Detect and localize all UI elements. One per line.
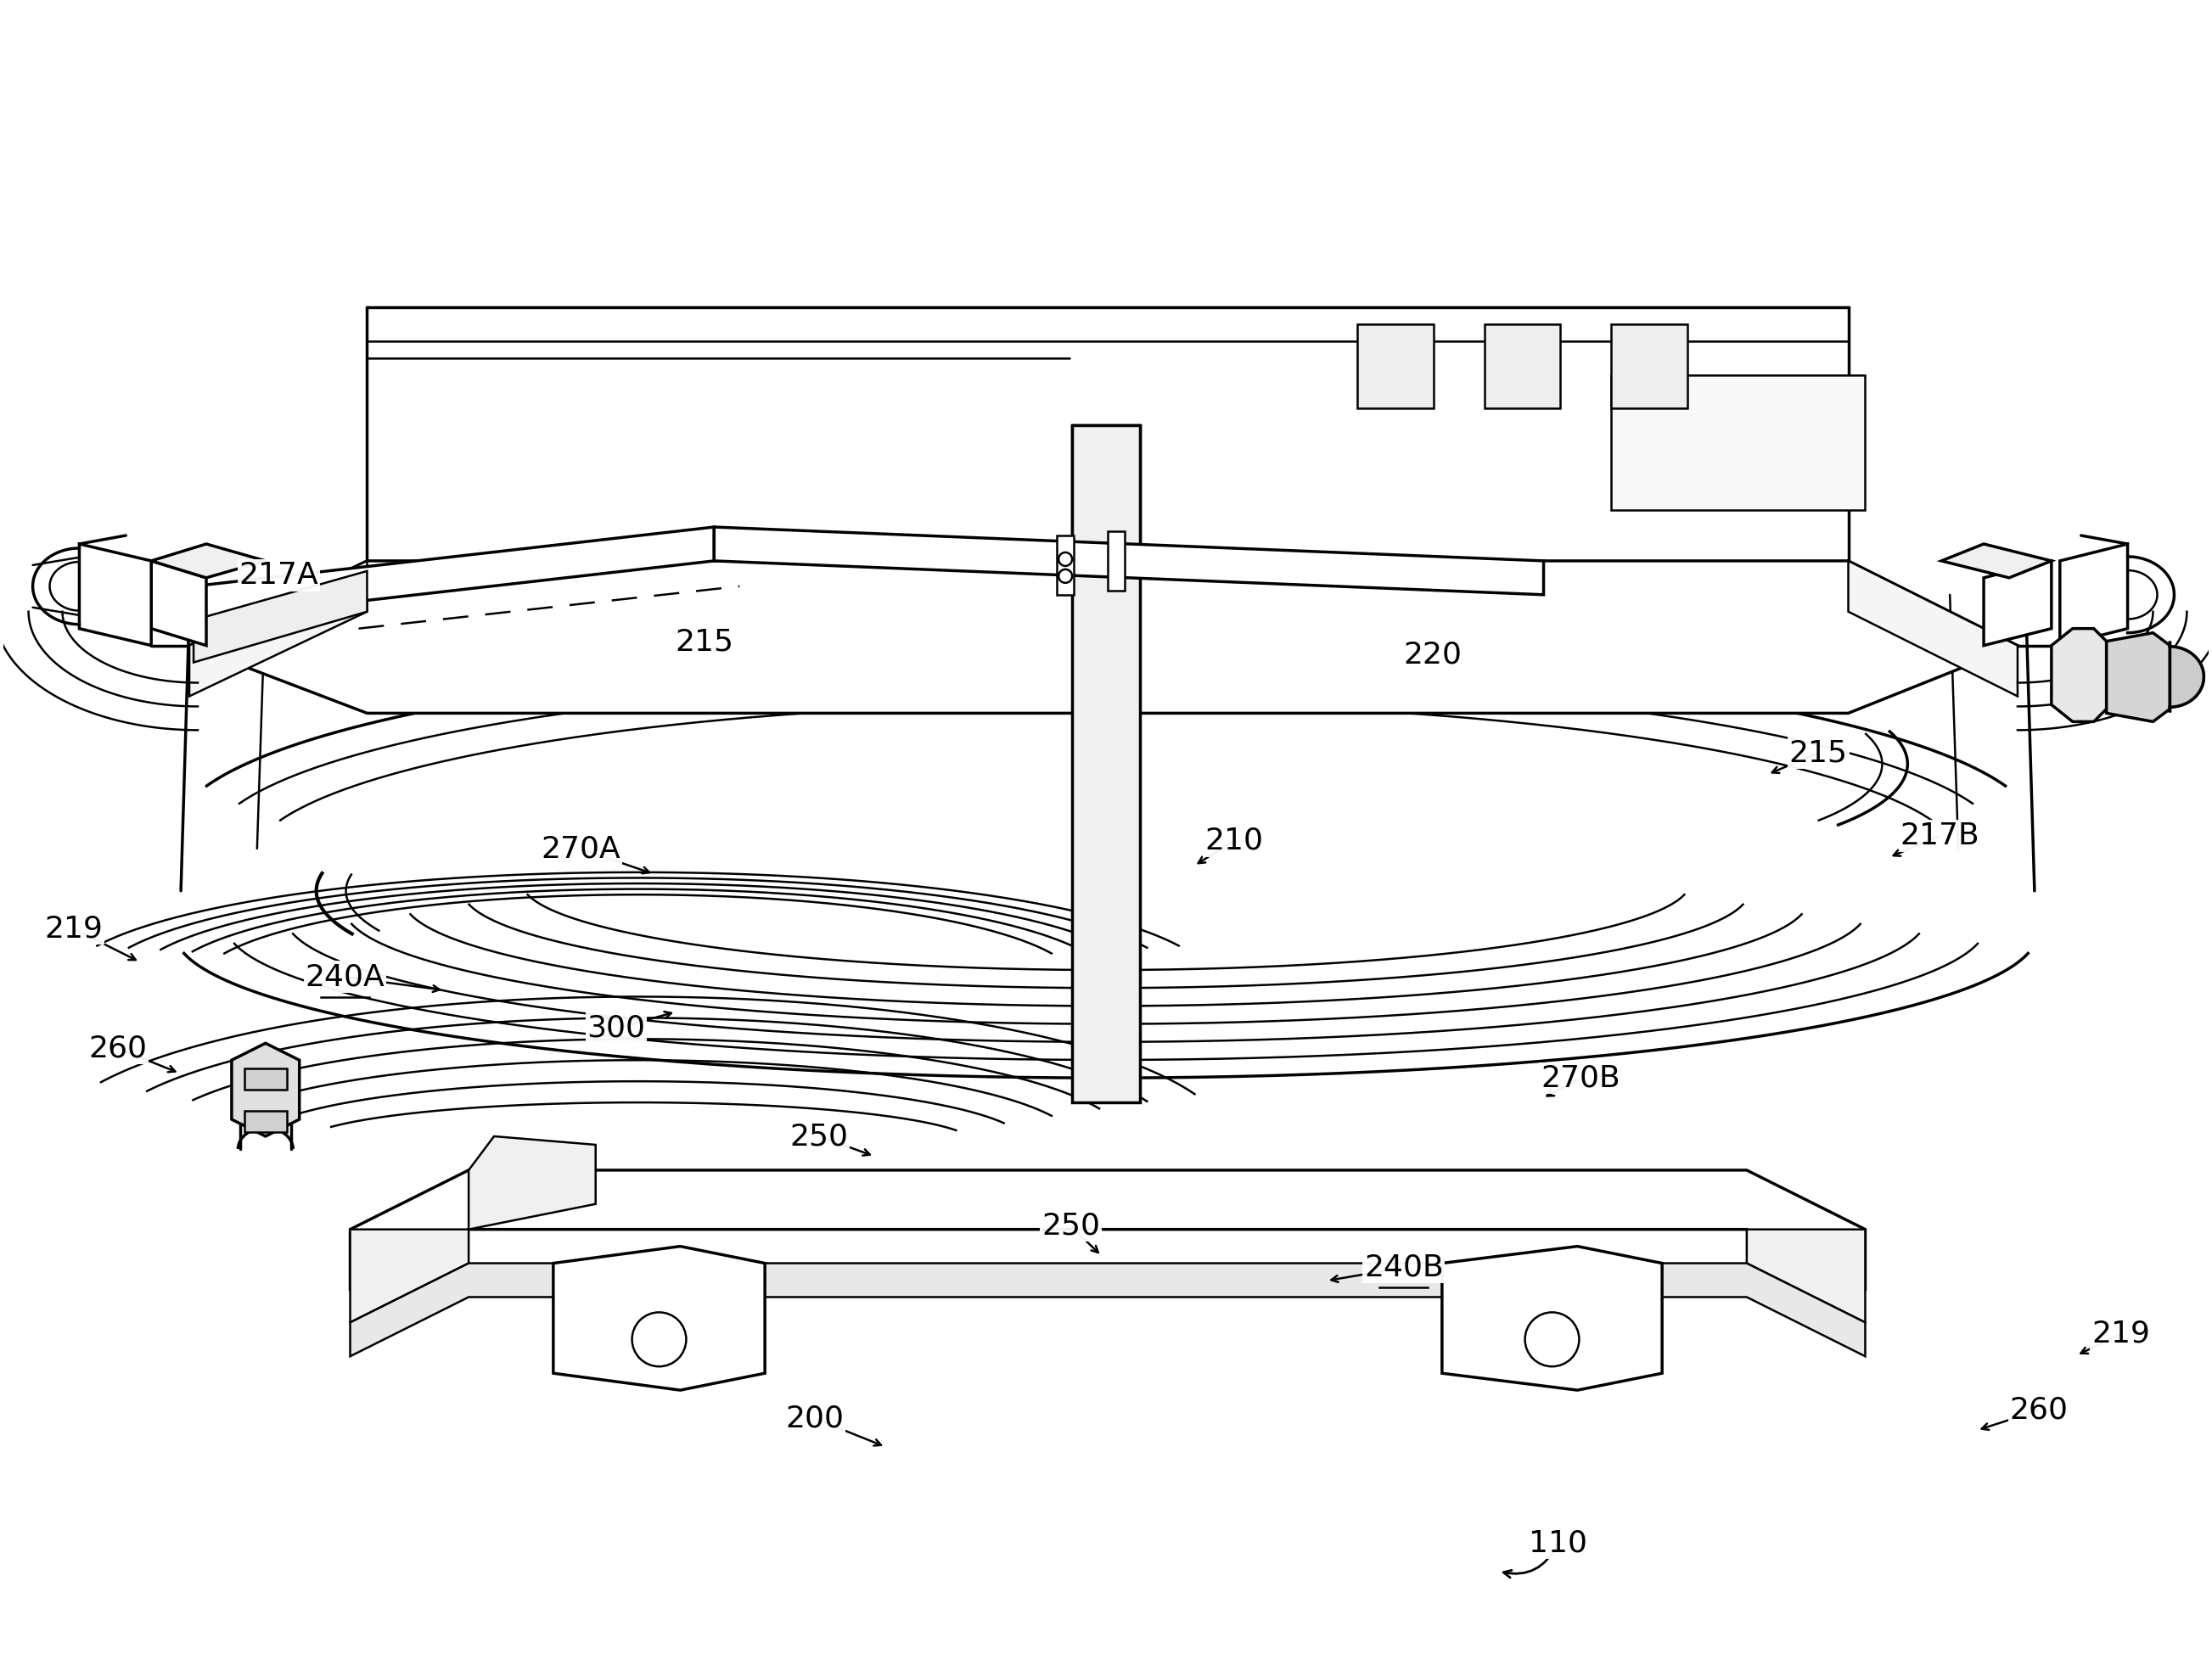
Text: 270A: 270A — [542, 834, 622, 864]
Text: 240B: 240B — [1365, 1254, 1444, 1282]
Polygon shape — [190, 561, 2017, 713]
Polygon shape — [1442, 1247, 1661, 1390]
Text: 217B: 217B — [1900, 821, 1980, 851]
Polygon shape — [195, 571, 367, 663]
Polygon shape — [1610, 375, 1865, 509]
Polygon shape — [80, 544, 150, 646]
Polygon shape — [1610, 325, 1688, 408]
Text: 210: 210 — [1206, 826, 1263, 856]
Text: 300: 300 — [586, 1014, 646, 1042]
Text: 219: 219 — [2090, 1319, 2150, 1349]
Polygon shape — [1849, 561, 2017, 696]
Text: 240A: 240A — [305, 962, 385, 991]
Polygon shape — [243, 1111, 288, 1132]
Text: 200: 200 — [785, 1404, 845, 1434]
Circle shape — [1524, 1312, 1579, 1367]
Polygon shape — [1942, 544, 2051, 578]
Polygon shape — [1057, 536, 1073, 594]
Polygon shape — [1108, 531, 1124, 591]
Polygon shape — [232, 1044, 299, 1136]
Text: 220: 220 — [1402, 641, 1462, 669]
Text: 110: 110 — [1528, 1528, 1588, 1557]
Polygon shape — [553, 1247, 765, 1390]
Polygon shape — [349, 1229, 469, 1322]
Polygon shape — [243, 1069, 288, 1091]
Text: 217A: 217A — [239, 561, 319, 589]
Text: 250: 250 — [790, 1122, 849, 1151]
Text: 215: 215 — [1790, 738, 1847, 768]
Polygon shape — [1358, 325, 1433, 408]
Text: 215: 215 — [675, 628, 734, 656]
Polygon shape — [2051, 629, 2110, 721]
Polygon shape — [714, 528, 1544, 594]
Text: 250: 250 — [1042, 1212, 1099, 1240]
Polygon shape — [150, 544, 265, 578]
Text: 219: 219 — [44, 914, 104, 944]
Polygon shape — [1484, 325, 1559, 408]
Circle shape — [1060, 553, 1073, 566]
Polygon shape — [349, 1264, 1865, 1357]
Polygon shape — [150, 561, 206, 646]
Polygon shape — [2170, 641, 2203, 713]
Text: 270B: 270B — [1540, 1064, 1619, 1092]
Polygon shape — [469, 1136, 595, 1229]
Polygon shape — [2059, 544, 2128, 646]
Circle shape — [633, 1312, 686, 1367]
Polygon shape — [195, 528, 714, 619]
Polygon shape — [1073, 426, 1139, 1102]
Polygon shape — [190, 561, 367, 696]
Text: 260: 260 — [2011, 1395, 2068, 1425]
Text: 260: 260 — [88, 1034, 148, 1062]
Polygon shape — [1984, 561, 2051, 646]
Circle shape — [1060, 569, 1073, 583]
Polygon shape — [1747, 1229, 1865, 1322]
Polygon shape — [2106, 633, 2170, 721]
Polygon shape — [349, 1170, 1865, 1289]
